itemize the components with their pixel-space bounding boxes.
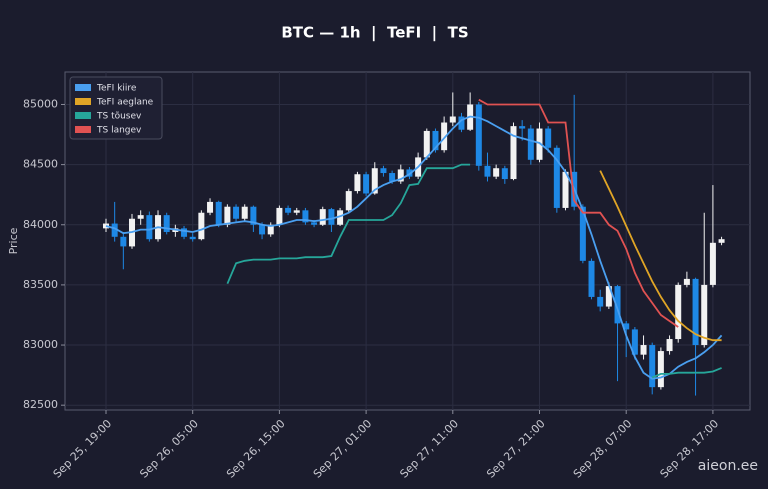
- legend-label: TeFI kiire: [96, 84, 137, 94]
- candle-body: [181, 228, 188, 237]
- candle-body: [597, 296, 604, 307]
- legend-swatch: [75, 98, 91, 105]
- candle-body: [363, 174, 370, 194]
- candle-body: [328, 209, 335, 225]
- candle-body: [536, 128, 543, 160]
- candle-body: [259, 224, 266, 235]
- legend: TeFI kiire TeFI aeglane TS tõusev TS langev: [69, 76, 163, 140]
- candle-body: [276, 207, 283, 225]
- candle-body: [527, 128, 534, 160]
- candle-body: [545, 128, 552, 148]
- legend-label: TS tõusev: [96, 112, 142, 122]
- candle-body: [293, 210, 300, 213]
- legend-label: TeFI aeglane: [96, 98, 154, 108]
- candle-body: [311, 222, 318, 225]
- candle-body: [709, 242, 716, 285]
- legend-box: [69, 76, 163, 140]
- candle-body: [441, 122, 448, 151]
- candle-body: [588, 260, 595, 297]
- candle-body: [675, 284, 682, 340]
- candle-body: [631, 329, 638, 355]
- candle-body: [423, 130, 430, 158]
- candle-body: [120, 236, 127, 247]
- candle-body: [666, 339, 673, 352]
- candle-body: [380, 168, 387, 174]
- candle-body: [233, 206, 240, 219]
- legend-swatch: [75, 126, 91, 133]
- candle-body: [397, 169, 404, 182]
- candle-body: [640, 345, 647, 355]
- legend-swatch: [75, 112, 91, 119]
- candle-body: [146, 215, 153, 240]
- candle-body: [493, 168, 500, 177]
- candle-body: [250, 206, 257, 225]
- indicator-line: [105, 115, 723, 380]
- candle-body: [345, 191, 352, 211]
- candle-body: [579, 206, 586, 261]
- candle-body: [285, 207, 292, 213]
- candle-body: [103, 223, 109, 229]
- candle-body: [510, 126, 517, 180]
- legend-label: TS langev: [96, 126, 142, 136]
- candle-body: [354, 174, 361, 192]
- candle-body: [623, 323, 630, 330]
- candle-body: [241, 206, 248, 219]
- legend-swatch: [75, 84, 91, 91]
- candle-body: [475, 104, 482, 166]
- candle-body: [267, 224, 274, 235]
- candle-body: [458, 116, 465, 130]
- candle-body: [701, 284, 708, 346]
- candle-body: [189, 236, 196, 240]
- candle-body: [371, 168, 378, 194]
- y-tick-label: 82500: [23, 398, 58, 411]
- y-axis-label: Price: [7, 227, 20, 254]
- y-tick-label: 84500: [23, 158, 58, 171]
- watermark: aieon.ee: [698, 458, 758, 474]
- indicator-line: [226, 163, 722, 379]
- candle-body: [657, 351, 664, 388]
- candle-body: [501, 168, 508, 180]
- candle-body: [163, 215, 170, 232]
- candle-body: [484, 165, 491, 177]
- indicator-line: [478, 98, 679, 328]
- y-tick-label: 83000: [23, 338, 58, 351]
- candle-body: [137, 215, 144, 219]
- candle-body: [198, 212, 205, 240]
- candle-body: [605, 286, 612, 307]
- candle-body: [614, 286, 621, 324]
- candle-body: [718, 239, 725, 243]
- candle-body: [683, 278, 690, 285]
- candle-body: [692, 278, 699, 346]
- candle-body: [319, 209, 326, 225]
- candle-body: [302, 210, 309, 223]
- y-tick-label: 85000: [23, 97, 58, 110]
- candle-body: [432, 130, 439, 151]
- candle-body: [111, 223, 118, 237]
- candle-body: [224, 206, 231, 225]
- candle-body: [207, 201, 214, 213]
- candle-body: [215, 201, 222, 225]
- candle-body: [562, 171, 569, 208]
- chart-title: BTC — 1h | TeFI | TS: [281, 24, 468, 43]
- candle-body: [649, 345, 656, 388]
- candle-body: [449, 116, 456, 123]
- y-tick-label: 84000: [23, 218, 58, 231]
- plot-area: [64, 71, 751, 411]
- indicator-line: [599, 170, 722, 342]
- candle-body: [519, 126, 526, 129]
- candle-body: [337, 210, 344, 225]
- candle-body: [553, 147, 560, 208]
- candle-body: [389, 173, 396, 182]
- y-tick-label: 83500: [23, 278, 58, 291]
